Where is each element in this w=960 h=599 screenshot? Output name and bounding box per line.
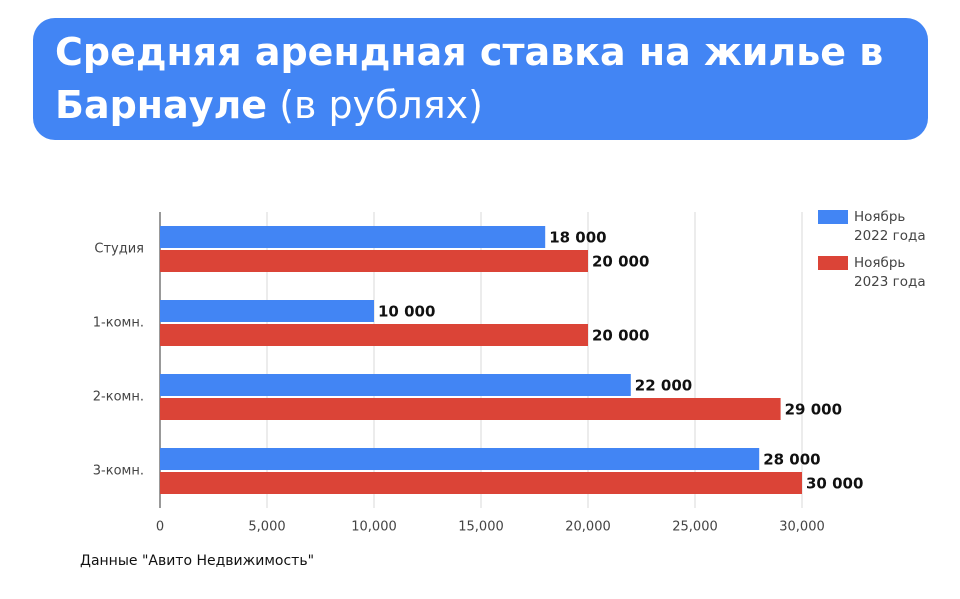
legend-label: Ноябрь 2023 года (854, 255, 926, 290)
x-tick-label: 30,000 (779, 520, 825, 535)
bar (160, 250, 588, 272)
value-label: 28 000 (763, 451, 820, 469)
y-tick-label: 1-комн. (93, 316, 144, 331)
title-unit: (в рублях) (279, 83, 483, 127)
bar (160, 472, 802, 494)
x-tick-label: 10,000 (351, 520, 397, 535)
legend-item: Ноябрь 2022 года (818, 208, 958, 246)
x-tick-label: 5,000 (248, 520, 285, 535)
x-tick-label: 15,000 (458, 520, 504, 535)
bar (160, 300, 374, 322)
y-tick-label: 2-комн. (93, 390, 144, 405)
legend-item: Ноябрь 2023 года (818, 254, 958, 292)
y-tick-label: 3-комн. (93, 464, 144, 479)
x-tick-label: 0 (156, 520, 164, 535)
x-tick-label: 25,000 (672, 520, 718, 535)
bar (160, 374, 631, 396)
value-label: 22 000 (635, 377, 692, 395)
value-label: 29 000 (785, 401, 842, 419)
value-label: 20 000 (592, 253, 649, 271)
bar (160, 398, 781, 420)
source: Данные "Авито Недвижимость" (80, 553, 315, 569)
y-tick-label: Студия (94, 242, 144, 257)
title-box: Средняя арендная ставка на жилье в Барна… (33, 18, 928, 140)
x-tick-label: 20,000 (565, 520, 611, 535)
value-label: 30 000 (806, 475, 863, 493)
legend-swatch (818, 210, 848, 224)
bar (160, 324, 588, 346)
value-label: 18 000 (549, 229, 606, 247)
bar (160, 448, 760, 470)
legend-swatch (818, 256, 848, 270)
value-label: 20 000 (592, 327, 649, 345)
title: Средняя арендная ставка на жилье в Барна… (55, 30, 884, 127)
legend-label: Ноябрь 2022 года (854, 209, 926, 244)
bar (160, 226, 546, 248)
value-label: 10 000 (378, 303, 435, 321)
